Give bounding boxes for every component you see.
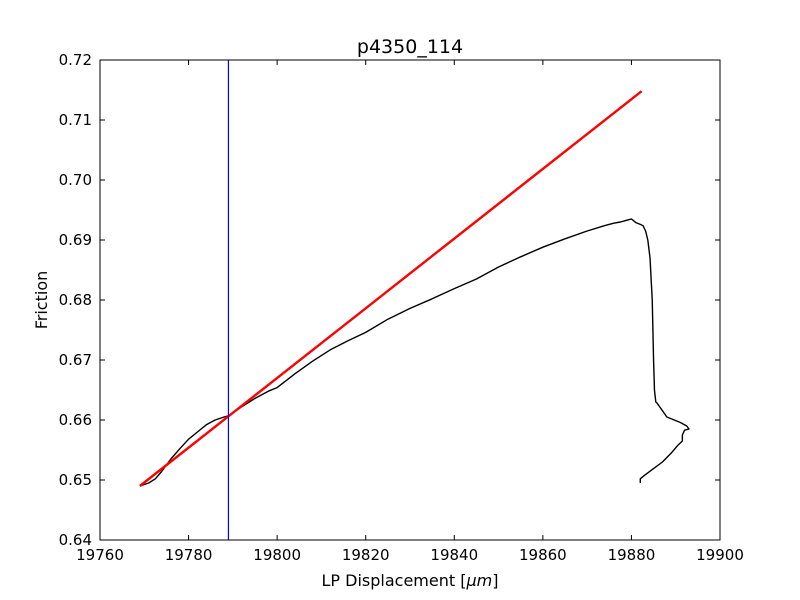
x-tick-label: 19860 xyxy=(519,546,567,564)
y-tick-label: 0.65 xyxy=(59,471,92,489)
x-axis-label-unit: μm xyxy=(465,571,492,590)
x-axis-ticks: 19760 19780 19800 19820 19840 19860 19880 19900 xyxy=(76,60,744,564)
y-tick-label: 0.69 xyxy=(59,231,92,249)
x-tick-label: 19900 xyxy=(696,546,744,564)
axes-frame xyxy=(99,59,721,541)
x-tick-label: 19780 xyxy=(165,546,213,564)
x-axis-label: LP Displacement [μm] xyxy=(322,571,499,590)
y-tick-label: 0.70 xyxy=(59,171,92,189)
x-tick-label: 19840 xyxy=(430,546,478,564)
y-tick-label: 0.71 xyxy=(59,111,92,129)
x-tick-label: 19820 xyxy=(342,546,390,564)
chart-title: p4350_114 xyxy=(357,36,463,58)
plot-area xyxy=(139,60,690,540)
y-tick-label: 0.66 xyxy=(59,411,92,429)
x-axis-label-close: ] xyxy=(492,571,498,590)
x-tick-label: 19880 xyxy=(608,546,656,564)
y-tick-label: 0.68 xyxy=(59,291,92,309)
y-axis-label: Friction xyxy=(32,271,51,330)
y-tick-label: 0.72 xyxy=(59,51,92,69)
series-line-1 xyxy=(139,218,690,487)
series-line-2 xyxy=(139,90,643,487)
y-tick-label: 0.64 xyxy=(59,531,92,549)
x-tick-label: 19800 xyxy=(253,546,301,564)
x-axis-label-text: LP Displacement [ xyxy=(322,571,467,590)
y-axis-ticks: 0.64 0.65 0.66 0.67 0.68 0.69 0.70 0.71 0.72 xyxy=(59,51,720,549)
y-tick-label: 0.67 xyxy=(59,351,92,369)
x-tick-label: 19760 xyxy=(76,546,124,564)
